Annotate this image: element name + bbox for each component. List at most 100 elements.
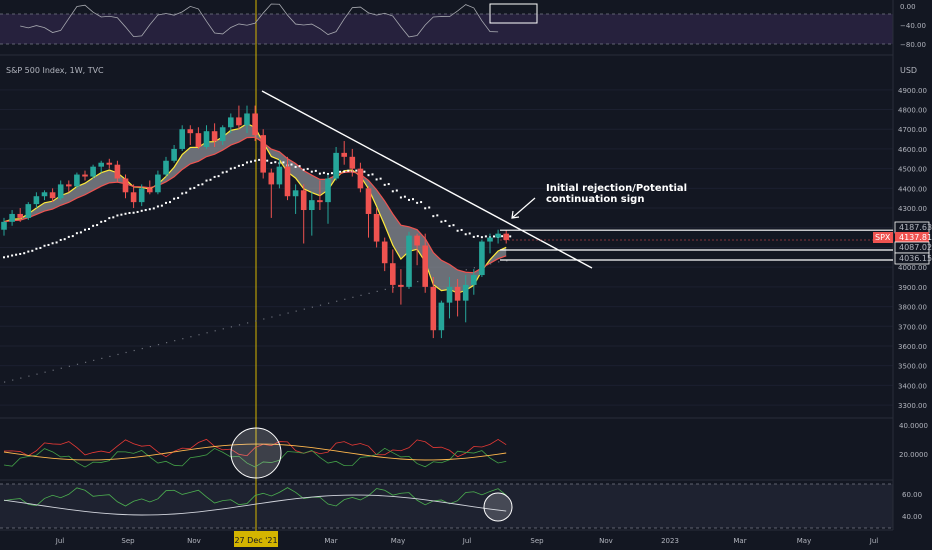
candle-body — [503, 233, 509, 240]
time-label-4: Mar — [324, 537, 337, 545]
faint-ma-dot — [368, 292, 370, 294]
faint-ma-dot — [352, 296, 354, 298]
faint-ma-dot — [28, 375, 30, 377]
long-ma-dot — [444, 219, 447, 222]
candle-body — [365, 188, 372, 214]
candle-body — [357, 168, 364, 189]
long-ma-dot — [306, 167, 309, 170]
candle-body — [284, 166, 291, 197]
candle-body — [228, 117, 234, 128]
candle-body — [414, 235, 420, 246]
candle-body — [9, 213, 15, 222]
long-ma-dot — [88, 227, 90, 230]
faint-ma-dot — [101, 357, 103, 359]
faint-ma-dot — [230, 326, 232, 328]
long-ma-dot — [424, 207, 427, 210]
long-ma-dot — [484, 235, 487, 238]
candle-body — [1, 221, 7, 230]
candle-body — [203, 131, 210, 147]
annotation-line-1: Initial rejection/Potential — [546, 183, 687, 194]
price-tick-10: 3900.00 — [898, 284, 927, 292]
faint-ma-dot — [473, 267, 475, 269]
long-ma-dot — [331, 172, 333, 175]
candle-body — [90, 166, 96, 177]
long-ma-dot — [19, 252, 22, 255]
annotation-arrow-head — [511, 210, 520, 219]
long-ma-dot — [169, 201, 171, 204]
top-tick-0: 0.00 — [900, 3, 916, 11]
faint-ma-dot — [85, 361, 87, 363]
time-label-9: 2023 — [661, 537, 679, 545]
long-ma-dot — [177, 196, 180, 199]
faint-ma-dot — [206, 332, 208, 334]
long-ma-dot — [75, 232, 78, 235]
long-ma-dot — [185, 191, 188, 194]
long-ma-dot — [63, 238, 66, 241]
long-ma-dot — [237, 164, 240, 167]
long-ma-dot — [120, 213, 123, 216]
long-ma-dot — [432, 215, 435, 218]
long-ma-dot — [221, 171, 224, 174]
candle-body — [25, 204, 32, 218]
faint-ma-dot — [384, 288, 386, 291]
long-ma-dot — [456, 229, 459, 232]
rsi-ma-line — [3, 494, 507, 516]
long-ma-dot — [290, 163, 293, 166]
faint-ma-dot — [222, 328, 224, 330]
price-tick-9: 4000.00 — [898, 264, 927, 272]
long-ma-dot — [3, 256, 5, 259]
candle-body — [260, 135, 266, 173]
adx-line — [3, 443, 507, 461]
long-ma-dot — [452, 224, 455, 227]
faint-ma-dot — [149, 345, 151, 348]
candle-body — [390, 263, 396, 285]
price-tick-2: 4700.00 — [898, 126, 927, 134]
time-axis[interactable]: Jul Sep Nov 27 Dec '21 Mar May Jul Sep Nov 2023 Ma… — [0, 531, 932, 550]
long-ma-dot — [399, 196, 402, 199]
long-ma-dot — [355, 169, 358, 172]
faint-ma-dot — [68, 365, 70, 367]
long-ma-dot — [327, 172, 329, 175]
faint-ma-dot — [295, 310, 297, 312]
long-ma-dot — [205, 179, 208, 182]
long-ma-dot — [412, 198, 414, 201]
candle-body — [163, 160, 169, 175]
price-tick-12: 3700.00 — [898, 323, 927, 331]
price-tick-3: 4600.00 — [898, 146, 927, 154]
long-ma-dot — [84, 228, 86, 231]
ribbon-fill — [4, 123, 507, 294]
long-ma-dot — [395, 189, 398, 192]
long-ma-dot — [193, 186, 196, 189]
candle-body — [422, 245, 428, 287]
long-ma-dot — [440, 220, 443, 223]
top-tick-1: −40.00 — [900, 22, 926, 30]
faint-ma-dot — [247, 322, 249, 324]
candle-body — [236, 117, 242, 126]
long-ma-dot — [43, 244, 46, 247]
long-ma-dot — [501, 235, 504, 238]
candle-body — [333, 152, 339, 179]
candle-body — [114, 164, 121, 179]
price-tick-6: 4300.00 — [898, 205, 927, 213]
long-ma-dot — [217, 175, 220, 178]
dmi-tick-1: 20.0000 — [899, 451, 928, 459]
faint-ma-dot — [433, 277, 435, 279]
candle-body — [195, 133, 202, 147]
candle-body — [106, 162, 113, 165]
candle-body — [406, 235, 412, 287]
price-tick-5: 4400.00 — [898, 185, 927, 193]
oscillator-lines — [3, 3, 538, 522]
price-tick-0: 4900.00 — [898, 87, 927, 95]
time-label-8: Nov — [599, 537, 613, 545]
long-ma-dot — [160, 204, 163, 207]
candle-body — [268, 172, 275, 185]
long-ma-dot — [274, 161, 277, 164]
long-ma-dot — [197, 184, 200, 187]
price-tick-1: 4800.00 — [898, 107, 927, 115]
candle-body — [373, 213, 380, 242]
long-ma-dot — [266, 159, 269, 162]
time-label-7: Sep — [530, 537, 544, 545]
faint-ma-dot — [190, 336, 192, 338]
long-ma-dot — [189, 187, 192, 190]
